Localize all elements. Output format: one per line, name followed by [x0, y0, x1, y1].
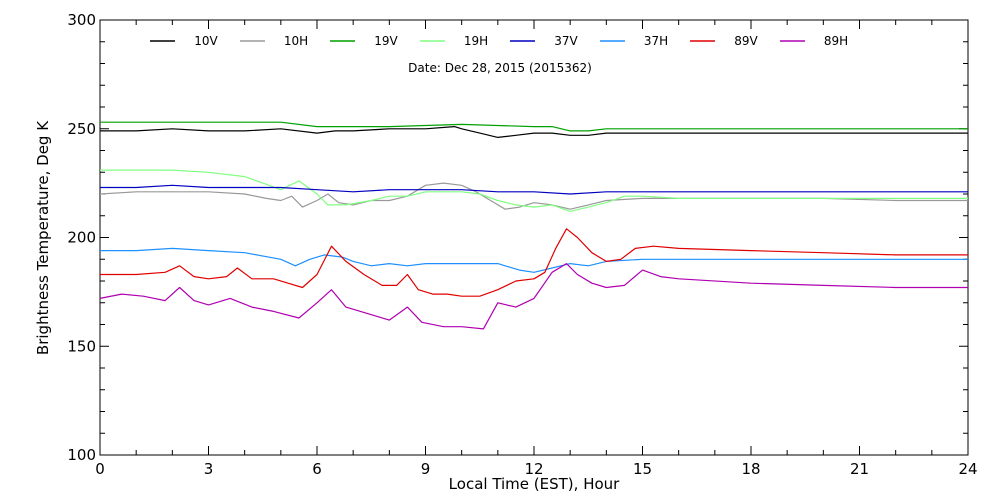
x-tick-label: 15	[633, 460, 652, 478]
y-tick-label: 200	[67, 229, 96, 247]
y-tick-label: 300	[67, 11, 96, 29]
series-line-89v	[100, 228, 968, 297]
legend-label-89v: 89V	[734, 34, 758, 48]
x-tick-label: 0	[95, 460, 105, 478]
tick-marks	[99, 19, 969, 456]
x-axis-label: Local Time (EST), Hour	[449, 475, 620, 493]
series-lines	[99, 121, 968, 330]
x-tick-label: 21	[850, 460, 869, 478]
series-line-89h	[99, 263, 968, 330]
legend-label-19v: 19V	[374, 34, 398, 48]
legend-label-19h: 19H	[464, 34, 488, 48]
axes	[99, 19, 969, 456]
x-tick-labels: 0 3 6 9 12 15 18 21 24	[95, 460, 977, 478]
x-tick-label: 12	[524, 460, 543, 478]
plot-frame	[99, 19, 969, 456]
series-line-10h	[99, 182, 968, 210]
series-line-37v	[100, 184, 968, 195]
legend-label-37v: 37V	[554, 34, 578, 48]
y-tick-label: 250	[67, 120, 96, 138]
legend-label-89h: 89H	[824, 34, 848, 48]
x-tick-label: 24	[958, 460, 977, 478]
legend-label-10v: 10V	[194, 34, 218, 48]
x-tick-label: 6	[312, 460, 322, 478]
series-line-37h	[100, 247, 968, 273]
x-tick-label: 9	[421, 460, 431, 478]
series-line-10v	[100, 126, 968, 138]
series-line-19h	[100, 169, 968, 212]
y-axis-label: Brightness Temperature, Deg K	[34, 120, 52, 355]
y-tick-label: 150	[67, 337, 96, 355]
y-tick-label: 100	[67, 446, 96, 464]
legend-label-37h: 37H	[644, 34, 668, 48]
y-tick-labels: 100 150 200 250 300	[67, 11, 96, 464]
x-tick-label: 3	[204, 460, 214, 478]
x-tick-label: 18	[741, 460, 760, 478]
legend-label-10h: 10H	[284, 34, 308, 48]
legend: 10V 10H 19V 19H 37V 37H 89V 89H	[150, 34, 848, 48]
chart-title: Date: Dec 28, 2015 (2015362)	[408, 61, 592, 75]
series-line-19v	[100, 121, 968, 132]
